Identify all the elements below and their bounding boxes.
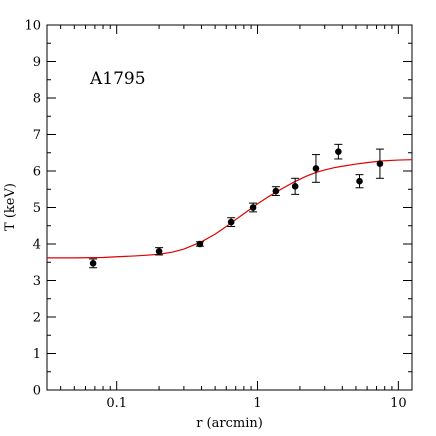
y-tick-label: 8 — [33, 92, 41, 107]
y-tick-label: 4 — [33, 238, 41, 253]
y-tick-label: 7 — [33, 128, 41, 143]
x-axis-title: r (arcmin) — [196, 416, 263, 431]
data-point — [155, 247, 164, 256]
data-point — [227, 217, 236, 227]
y-tick-label: 10 — [24, 19, 41, 34]
model-curve — [47, 159, 413, 259]
data-marker — [155, 248, 163, 255]
y-tick-label: 1 — [33, 347, 41, 362]
y-axis-title: T (keV) — [3, 183, 18, 231]
data-point — [249, 202, 258, 213]
data-points-layer — [89, 143, 384, 269]
data-point — [355, 174, 364, 189]
model-curve-layer — [47, 159, 413, 259]
data-point — [195, 240, 204, 248]
data-point — [291, 177, 300, 195]
x-tick-label: 1 — [253, 396, 261, 411]
data-marker — [376, 160, 384, 167]
y-tick-label: 0 — [33, 384, 41, 399]
data-point — [334, 143, 343, 160]
y-tick-label: 3 — [33, 274, 41, 289]
y-tick-label: 6 — [33, 165, 41, 180]
data-point — [271, 186, 280, 196]
y-tick-label: 9 — [33, 55, 41, 70]
x-tick-label: 0.1 — [106, 396, 127, 411]
data-point — [375, 148, 384, 179]
cluster-name-label: A1795 — [89, 69, 146, 89]
data-marker — [356, 177, 363, 185]
data-marker — [291, 183, 299, 190]
data-point — [89, 258, 98, 269]
x-tick-label: 10 — [390, 396, 407, 411]
data-marker — [249, 204, 257, 211]
data-marker — [312, 165, 320, 172]
data-marker — [227, 218, 235, 226]
data-marker — [196, 240, 204, 248]
data-marker — [89, 260, 97, 267]
data-marker — [272, 187, 280, 195]
data-point — [311, 154, 320, 183]
axis-tick-labels: 0 1 2 3 4 5 6 7 8 9 10 0.1 1 10 — [24, 19, 406, 412]
axis-ticks — [47, 24, 412, 391]
data-marker — [335, 148, 342, 155]
y-tick-label: 2 — [33, 311, 41, 326]
y-tick-label: 5 — [33, 201, 41, 216]
